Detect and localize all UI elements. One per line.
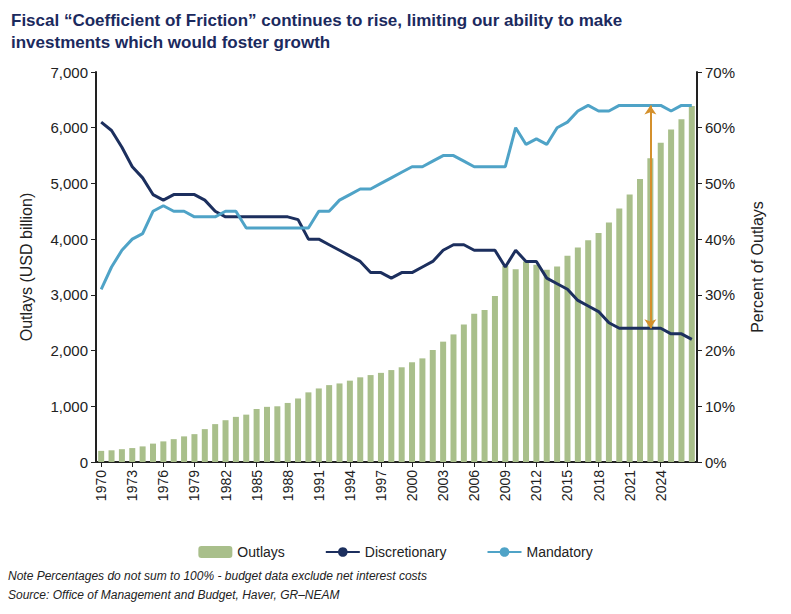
svg-text:1994: 1994 xyxy=(342,470,358,501)
svg-text:1982: 1982 xyxy=(218,470,234,501)
svg-text:60%: 60% xyxy=(705,119,735,136)
svg-text:Source: Office of Management a: Source: Office of Management and Budget,… xyxy=(8,588,340,602)
svg-text:1973: 1973 xyxy=(124,470,140,501)
svg-text:7,000: 7,000 xyxy=(50,64,88,81)
svg-text:Outlays: Outlays xyxy=(237,544,284,560)
svg-text:2012: 2012 xyxy=(528,470,544,501)
svg-text:Fiscal “Coefficient of Frictio: Fiscal “Coefficient of Friction” continu… xyxy=(11,11,627,30)
svg-text:0%: 0% xyxy=(705,454,727,471)
svg-text:2003: 2003 xyxy=(435,470,451,501)
svg-text:2006: 2006 xyxy=(466,470,482,501)
svg-text:2015: 2015 xyxy=(559,470,575,501)
svg-text:2009: 2009 xyxy=(497,470,513,501)
svg-text:5,000: 5,000 xyxy=(50,175,88,192)
svg-text:Outlays (USD billion): Outlays (USD billion) xyxy=(18,193,35,341)
svg-text:70%: 70% xyxy=(705,64,735,81)
svg-text:Note Percentages do not sum to: Note Percentages do not sum to 100% - bu… xyxy=(8,569,427,583)
svg-text:Mandatory: Mandatory xyxy=(527,544,593,560)
svg-text:1976: 1976 xyxy=(155,470,171,501)
svg-text:2000: 2000 xyxy=(404,470,420,501)
svg-text:2021: 2021 xyxy=(622,470,638,501)
svg-text:1997: 1997 xyxy=(373,470,389,501)
svg-text:1970: 1970 xyxy=(93,470,109,501)
svg-text:0: 0 xyxy=(80,454,88,471)
svg-text:20%: 20% xyxy=(705,342,735,359)
svg-text:10%: 10% xyxy=(705,398,735,415)
svg-text:Discretionary: Discretionary xyxy=(365,544,447,560)
svg-text:3,000: 3,000 xyxy=(50,286,88,303)
svg-text:1985: 1985 xyxy=(249,470,265,501)
svg-text:4,000: 4,000 xyxy=(50,231,88,248)
svg-text:2018: 2018 xyxy=(591,470,607,501)
svg-text:1991: 1991 xyxy=(311,470,327,501)
svg-text:1,000: 1,000 xyxy=(50,398,88,415)
svg-text:40%: 40% xyxy=(705,231,735,248)
svg-text:6,000: 6,000 xyxy=(50,119,88,136)
svg-text:50%: 50% xyxy=(705,175,735,192)
svg-text:investments which would foster: investments which would foster growth xyxy=(11,33,330,52)
svg-text:Percent of Outlays: Percent of Outlays xyxy=(749,201,766,333)
svg-text:1979: 1979 xyxy=(186,470,202,501)
svg-text:30%: 30% xyxy=(705,286,735,303)
svg-text:2024: 2024 xyxy=(653,470,669,501)
svg-text:1988: 1988 xyxy=(280,470,296,501)
svg-text:2,000: 2,000 xyxy=(50,342,88,359)
